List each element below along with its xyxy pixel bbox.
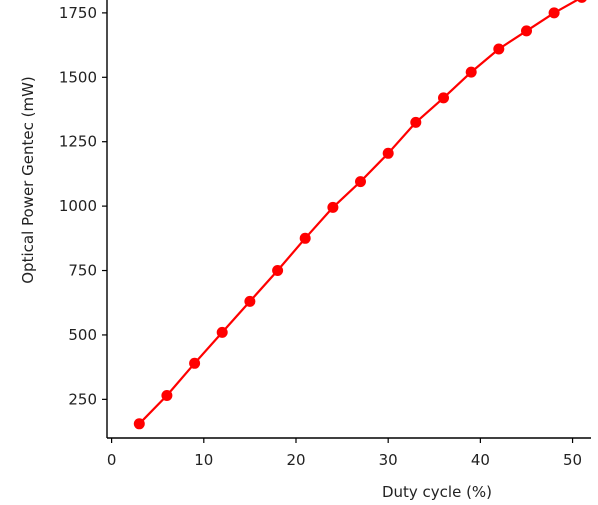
x-tick-label: 50 xyxy=(563,451,582,469)
data-point xyxy=(576,0,587,3)
plot-area xyxy=(133,0,587,430)
series-line xyxy=(138,0,580,425)
data-point xyxy=(355,176,366,188)
y-tick-label: 1750 xyxy=(59,4,97,22)
x-tick-label: 30 xyxy=(379,451,398,469)
data-point xyxy=(493,43,505,55)
data-point xyxy=(465,66,477,78)
x-tick-label: 10 xyxy=(194,451,213,469)
data-point xyxy=(133,418,145,430)
y-tick-label: 1250 xyxy=(59,133,97,151)
data-point xyxy=(189,357,201,369)
data-point xyxy=(382,147,394,159)
y-axis-label: Optical Power Gentec (mW) xyxy=(19,76,37,284)
y-tick-label: 750 xyxy=(68,262,97,280)
data-point xyxy=(521,25,532,37)
y-tick-label: 500 xyxy=(68,326,97,344)
y-tick-label: 1000 xyxy=(59,197,97,215)
data-point xyxy=(327,201,339,213)
x-tick-label: 40 xyxy=(471,451,490,469)
data-point xyxy=(216,326,228,338)
data-point xyxy=(272,265,284,276)
data-point xyxy=(438,92,449,104)
x-tick-label: 0 xyxy=(107,451,117,469)
data-point xyxy=(244,295,256,307)
y-ticks: 250 500 750 1000 1250 1500 1750 xyxy=(59,4,107,408)
data-point xyxy=(299,232,311,244)
x-tick-label: 20 xyxy=(286,451,305,469)
data-point xyxy=(548,7,560,19)
y-tick-label: 250 xyxy=(68,390,97,408)
series-layer xyxy=(133,0,587,430)
axes-layer xyxy=(106,0,591,439)
x-axis-label: Duty cycle (%) xyxy=(382,483,492,501)
data-point xyxy=(161,390,173,401)
y-tick-label: 1500 xyxy=(59,68,97,86)
data-point xyxy=(410,116,422,128)
x-ticks: 0 10 20 30 40 50 xyxy=(107,438,582,469)
